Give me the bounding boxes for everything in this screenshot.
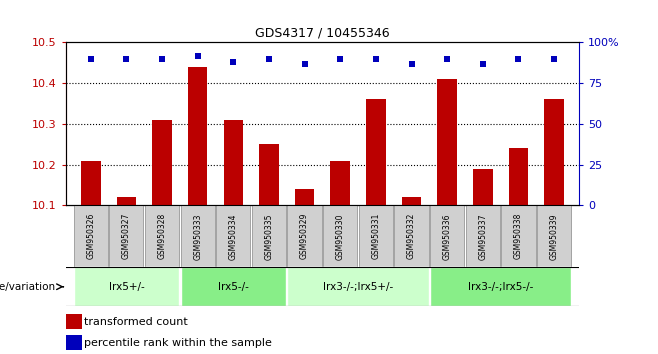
Bar	[216, 205, 251, 267]
Bar	[544, 99, 564, 205]
Bar	[402, 197, 421, 205]
Bar	[252, 205, 286, 267]
Text: GSM950333: GSM950333	[193, 213, 202, 259]
Point	[478, 61, 488, 67]
Point	[121, 56, 132, 62]
Text: GSM950329: GSM950329	[300, 213, 309, 259]
Text: GSM950338: GSM950338	[514, 213, 523, 259]
Bar	[394, 205, 428, 267]
Bar	[473, 169, 493, 205]
Point	[370, 56, 381, 62]
Bar	[366, 99, 386, 205]
Text: GSM950334: GSM950334	[229, 213, 238, 259]
Bar	[295, 189, 315, 205]
Bar	[66, 314, 82, 329]
Point	[406, 61, 417, 67]
Text: GSM950339: GSM950339	[549, 213, 559, 259]
Text: GSM950337: GSM950337	[478, 213, 488, 259]
Bar	[152, 120, 172, 205]
Text: lrx5+/-: lrx5+/-	[109, 282, 144, 292]
Text: lrx3-/-;lrx5+/-: lrx3-/-;lrx5+/-	[323, 282, 393, 292]
Bar	[330, 160, 350, 205]
Bar	[66, 335, 82, 350]
Text: GSM950335: GSM950335	[265, 213, 274, 259]
Text: GSM950336: GSM950336	[443, 213, 451, 259]
Bar	[359, 205, 393, 267]
Bar	[288, 267, 428, 306]
Point	[192, 53, 203, 58]
Bar	[438, 79, 457, 205]
Bar	[74, 267, 179, 306]
Point	[157, 56, 167, 62]
Bar	[509, 148, 528, 205]
Title: GDS4317 / 10455346: GDS4317 / 10455346	[255, 27, 390, 40]
Bar	[537, 205, 571, 267]
Bar	[180, 205, 215, 267]
Bar	[180, 267, 286, 306]
Point	[299, 61, 310, 67]
Bar	[109, 205, 143, 267]
Bar	[74, 205, 108, 267]
Bar	[81, 160, 101, 205]
Bar	[501, 205, 536, 267]
Bar	[430, 205, 465, 267]
Point	[335, 56, 345, 62]
Point	[228, 59, 239, 65]
Point	[549, 56, 559, 62]
Bar	[224, 120, 243, 205]
Text: lrx3-/-;lrx5-/-: lrx3-/-;lrx5-/-	[468, 282, 534, 292]
Point	[264, 56, 274, 62]
Bar	[188, 67, 207, 205]
Bar	[323, 205, 357, 267]
Text: GSM950331: GSM950331	[371, 213, 380, 259]
Text: genotype/variation: genotype/variation	[0, 282, 56, 292]
Bar	[288, 205, 322, 267]
Text: GSM950326: GSM950326	[86, 213, 95, 259]
Bar	[116, 197, 136, 205]
Point	[442, 56, 453, 62]
Bar	[430, 267, 571, 306]
Text: GSM950328: GSM950328	[157, 213, 166, 259]
Text: GSM950330: GSM950330	[336, 213, 345, 259]
Bar	[259, 144, 279, 205]
Text: transformed count: transformed count	[84, 316, 188, 327]
Text: GSM950327: GSM950327	[122, 213, 131, 259]
Text: lrx5-/-: lrx5-/-	[218, 282, 249, 292]
Bar	[466, 205, 500, 267]
Text: percentile rank within the sample: percentile rank within the sample	[84, 338, 272, 348]
Bar	[145, 205, 179, 267]
Point	[513, 56, 524, 62]
Text: GSM950332: GSM950332	[407, 213, 416, 259]
Point	[86, 56, 96, 62]
